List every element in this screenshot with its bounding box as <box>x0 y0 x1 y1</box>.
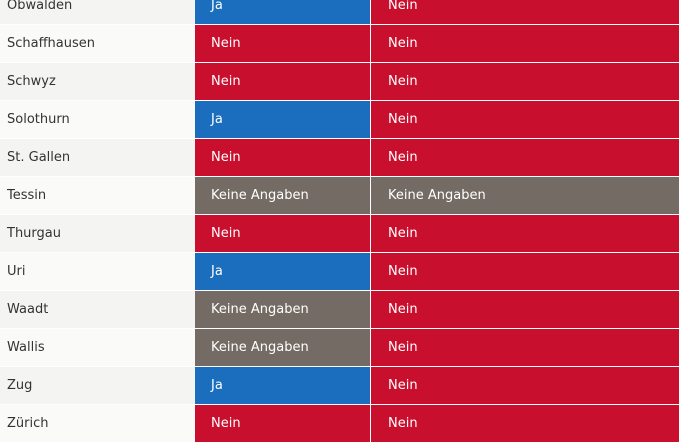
status-cell-col2: Nein <box>371 253 679 290</box>
canton-name: Thurgau <box>0 215 195 252</box>
status-cell-col2: Keine Angaben <box>371 177 679 214</box>
table-row: Zürich Nein Nein <box>0 405 679 443</box>
status-cell-col2: Nein <box>371 0 679 24</box>
status-cell-col2: Nein <box>371 367 679 404</box>
table-row: St. Gallen Nein Nein <box>0 139 679 177</box>
canton-name: Schaffhausen <box>0 25 195 62</box>
canton-name: Zürich <box>0 405 195 442</box>
canton-name: Tessin <box>0 177 195 214</box>
status-cell-col1: Ja <box>195 367 371 404</box>
canton-name: Waadt <box>0 291 195 328</box>
status-cell-col2: Nein <box>371 405 679 442</box>
table-row: Thurgau Nein Nein <box>0 215 679 253</box>
status-cell-col2: Nein <box>371 329 679 366</box>
canton-name: Wallis <box>0 329 195 366</box>
status-cell-col1: Keine Angaben <box>195 291 371 328</box>
canton-name: Solothurn <box>0 101 195 138</box>
table-row: Uri Ja Nein <box>0 253 679 291</box>
table-row: Zug Ja Nein <box>0 367 679 405</box>
status-cell-col1: Nein <box>195 63 371 100</box>
status-cell-col1: Ja <box>195 253 371 290</box>
status-cell-col1: Nein <box>195 405 371 442</box>
status-cell-col2: Nein <box>371 291 679 328</box>
table-row: Schaffhausen Nein Nein <box>0 25 679 63</box>
status-cell-col2: Nein <box>371 139 679 176</box>
status-cell-col2: Nein <box>371 101 679 138</box>
canton-name: Uri <box>0 253 195 290</box>
status-cell-col1: Nein <box>195 139 371 176</box>
status-cell-col2: Nein <box>371 215 679 252</box>
table-row: Schwyz Nein Nein <box>0 63 679 101</box>
status-cell-col1: Keine Angaben <box>195 177 371 214</box>
status-cell-col1: Nein <box>195 25 371 62</box>
status-cell-col1: Nein <box>195 215 371 252</box>
canton-name: St. Gallen <box>0 139 195 176</box>
status-cell-col1: Ja <box>195 101 371 138</box>
canton-name: Schwyz <box>0 63 195 100</box>
table-row: Wallis Keine Angaben Nein <box>0 329 679 367</box>
canton-name: Zug <box>0 367 195 404</box>
canton-name: Obwalden <box>0 0 195 24</box>
status-cell-col1: Ja <box>195 0 371 24</box>
table-row: Solothurn Ja Nein <box>0 101 679 139</box>
status-cell-col2: Nein <box>371 25 679 62</box>
table-row: Tessin Keine Angaben Keine Angaben <box>0 177 679 215</box>
status-cell-col2: Nein <box>371 63 679 100</box>
table-row: Obwalden Ja Nein <box>0 0 679 25</box>
status-cell-col1: Keine Angaben <box>195 329 371 366</box>
table-row: Waadt Keine Angaben Nein <box>0 291 679 329</box>
